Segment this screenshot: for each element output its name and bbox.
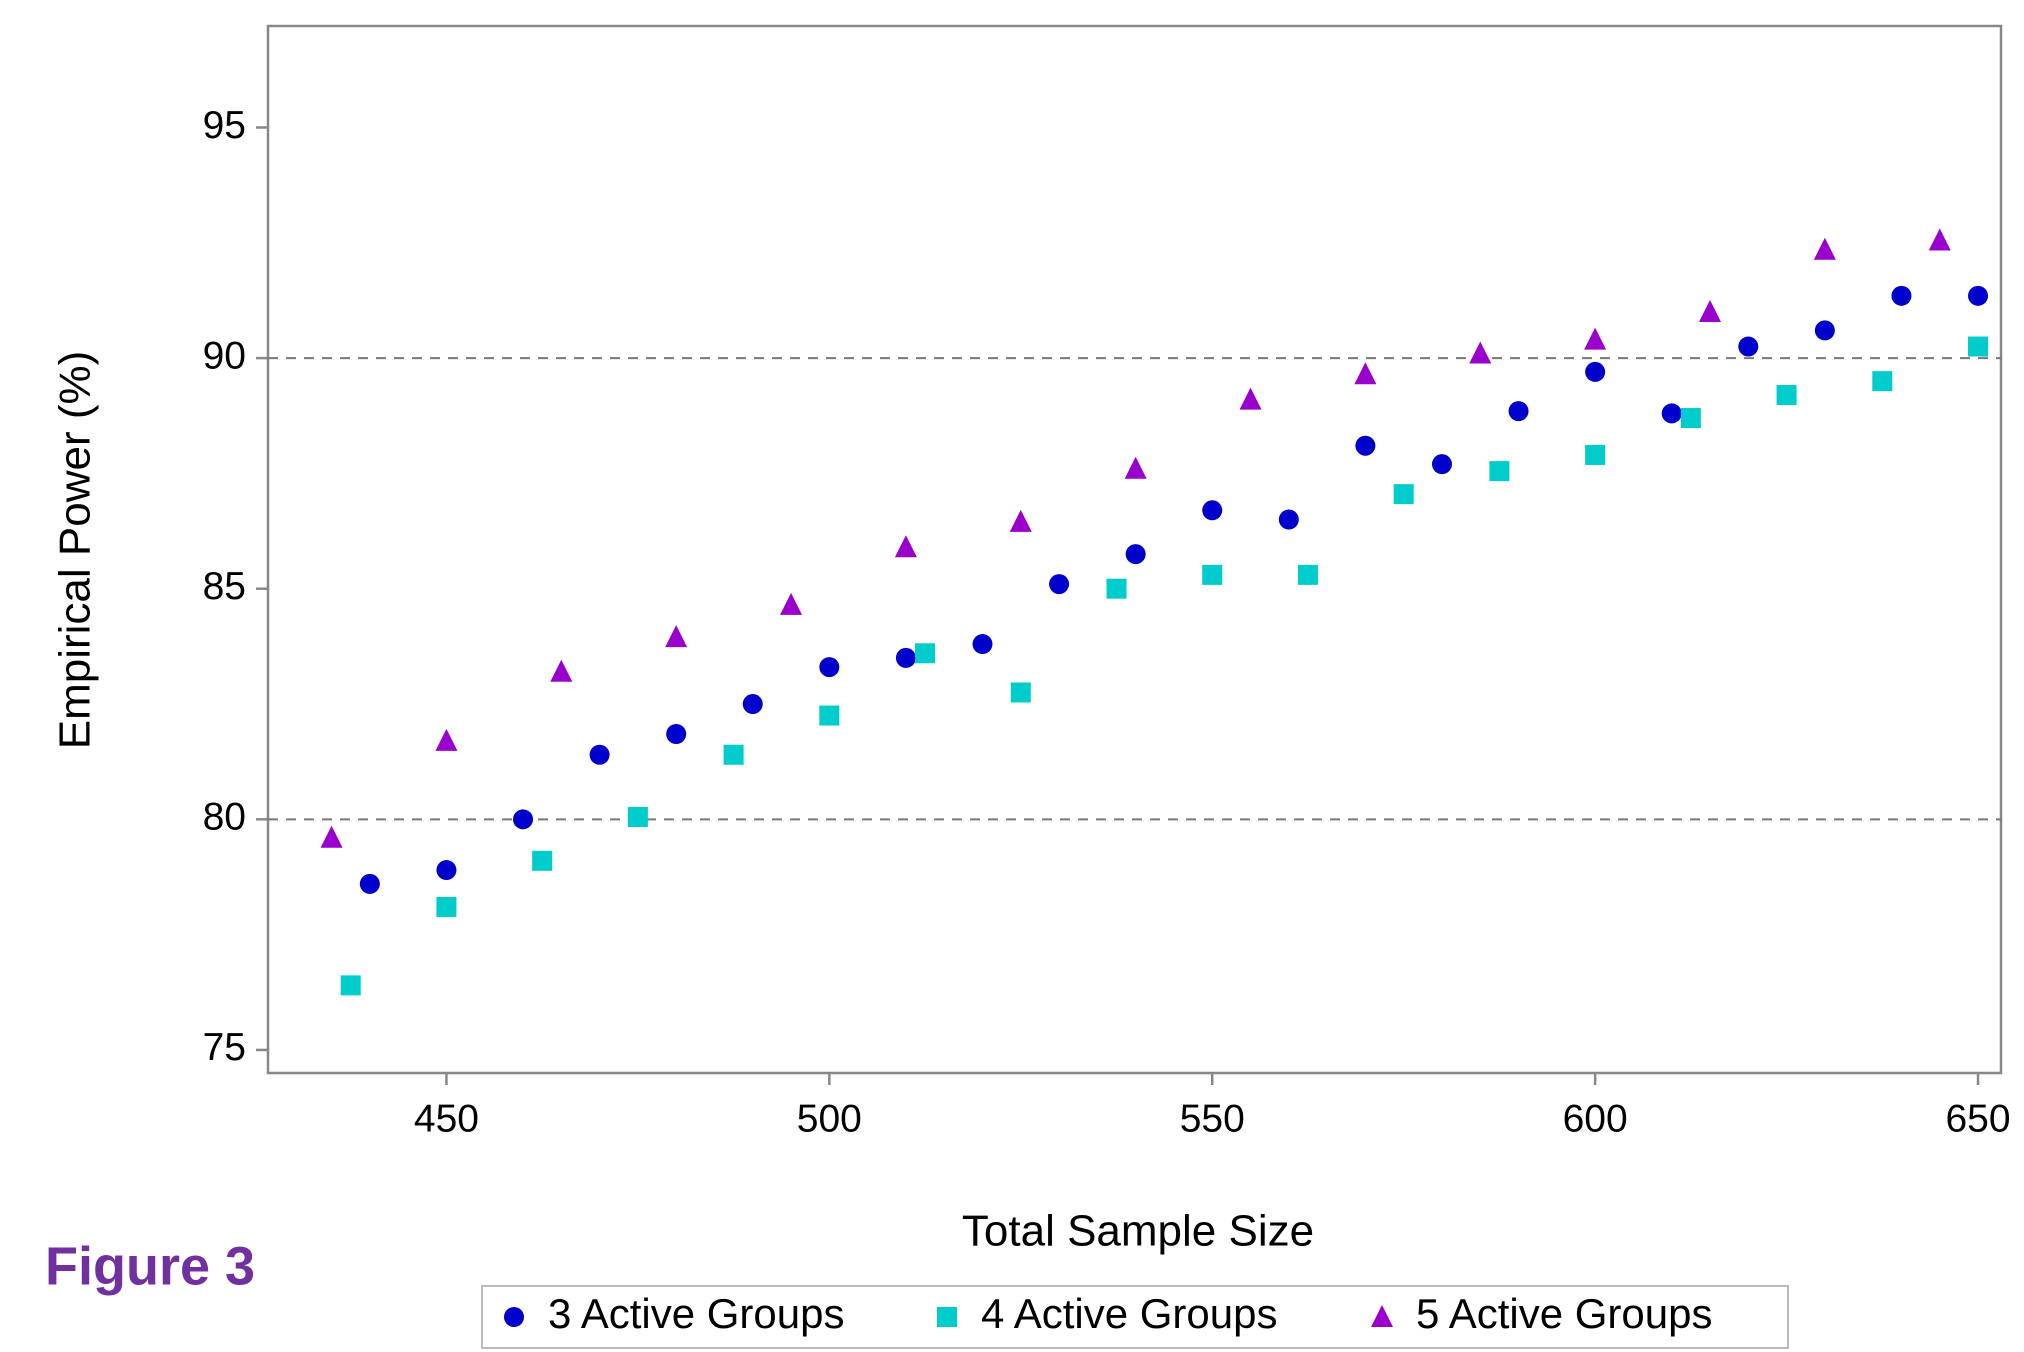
point [1872, 371, 1893, 392]
legend-label: 5 Active Groups [1416, 1290, 1712, 1337]
point [1680, 408, 1701, 429]
point [1698, 299, 1721, 322]
point [1585, 361, 1606, 382]
point [1891, 285, 1912, 306]
point [320, 825, 343, 848]
point [972, 634, 993, 655]
point [895, 647, 916, 668]
legend-marker [1371, 1305, 1393, 1327]
legend-label: 3 Active Groups [548, 1290, 844, 1337]
point [1354, 362, 1377, 385]
legend-box [481, 1285, 1789, 1349]
point [340, 975, 361, 996]
point [780, 592, 803, 615]
point [532, 850, 553, 871]
point [1968, 336, 1989, 357]
point [1010, 682, 1031, 703]
point [819, 657, 840, 678]
point [1585, 444, 1606, 465]
point [1469, 341, 1492, 364]
point [1049, 574, 1070, 595]
legend-marker [504, 1307, 524, 1327]
point [1776, 384, 1797, 405]
plot-frame [266, 24, 2003, 1075]
point [359, 873, 380, 894]
point [1431, 454, 1452, 475]
point [1202, 564, 1223, 585]
point [1297, 564, 1318, 585]
point [1009, 509, 1032, 532]
legend-label: 4 Active Groups [981, 1290, 1277, 1337]
point [436, 896, 457, 917]
point [665, 625, 688, 648]
y-tick-label: 95 [203, 104, 246, 147]
figure-label: Figure 3 [45, 1236, 255, 1296]
y-tick-label: 80 [203, 796, 246, 839]
point [1813, 237, 1836, 260]
point [666, 723, 687, 744]
x-tick-label: 550 [1180, 1097, 1245, 1140]
point [1202, 500, 1223, 521]
point [1738, 336, 1759, 357]
x-tick-label: 450 [414, 1097, 479, 1140]
point [1661, 403, 1682, 424]
point [1968, 285, 1989, 306]
y-tick-label: 75 [203, 1026, 246, 1069]
legend-marker [937, 1307, 957, 1327]
point [894, 535, 917, 558]
point [1355, 435, 1376, 456]
point [1124, 456, 1147, 479]
x-tick-label: 600 [1563, 1097, 1628, 1140]
point [436, 860, 457, 881]
point [1278, 509, 1299, 530]
point [1814, 320, 1835, 341]
x-axis-label: Total Sample Size [962, 1207, 1314, 1256]
y-tick-label: 90 [203, 334, 246, 377]
point [435, 728, 458, 751]
point [1106, 578, 1127, 599]
point [1508, 401, 1529, 422]
point [1584, 327, 1607, 350]
point [1239, 387, 1262, 410]
y-tick-label: 85 [203, 565, 246, 608]
point [550, 659, 573, 682]
point [589, 744, 610, 765]
point [915, 643, 936, 664]
point [1928, 228, 1951, 251]
point [627, 807, 648, 828]
x-tick-label: 650 [1945, 1097, 2010, 1140]
x-tick-label: 500 [797, 1097, 862, 1140]
point [513, 809, 534, 830]
point [723, 744, 744, 765]
point [1125, 544, 1146, 565]
point [742, 694, 763, 715]
point [819, 705, 840, 726]
y-axis-label: Empirical Power (%) [51, 351, 100, 750]
point [1393, 484, 1414, 505]
point [1489, 461, 1510, 482]
